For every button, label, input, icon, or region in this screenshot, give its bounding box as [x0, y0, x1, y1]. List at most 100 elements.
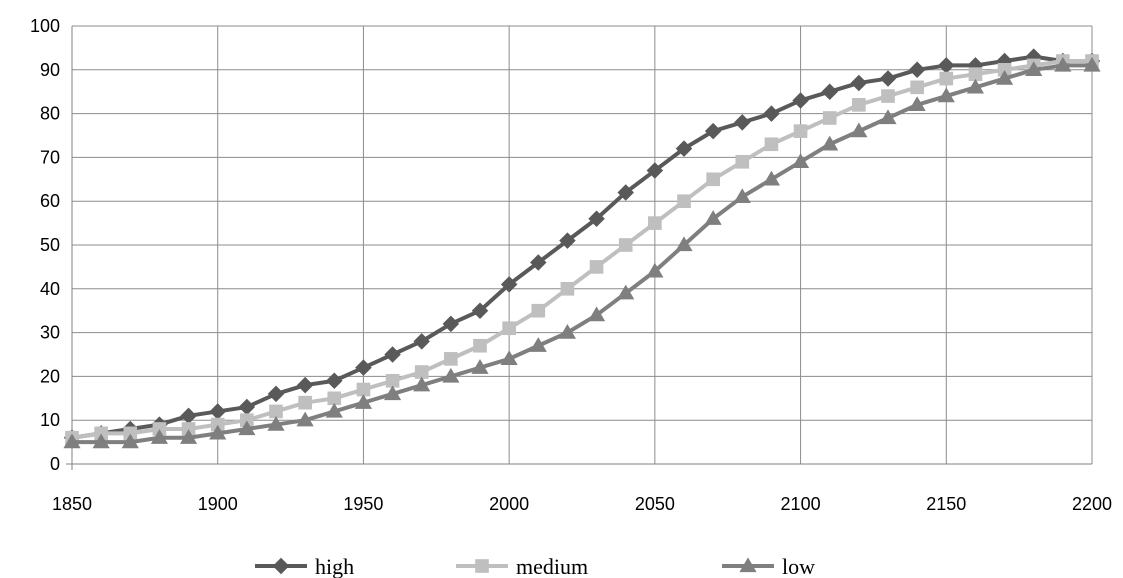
- x-axis-tick-labels: 1850 1900 1950 2000 2050 2100 2150 2200: [52, 494, 1112, 514]
- triangle-marker: [1083, 56, 1101, 72]
- y-axis-tick-labels: 0 10 20 30 40 50 60 70 80 90 100: [30, 16, 60, 474]
- square-marker: [240, 413, 254, 428]
- diamond-marker: [209, 403, 226, 420]
- square-marker: [298, 395, 312, 410]
- triangle-marker: [267, 416, 285, 431]
- diamond-marker: [267, 385, 285, 403]
- diamond-marker: [500, 276, 518, 293]
- triangle-marker: [500, 350, 518, 366]
- diamond-marker: [1025, 48, 1042, 65]
- triangle-marker: [296, 411, 314, 427]
- x-tick-label: 2200: [1072, 494, 1112, 514]
- x-tick-label: 1950: [343, 494, 383, 514]
- triangle-marker: [558, 324, 577, 339]
- triangle-marker: [617, 284, 635, 300]
- diamond-marker: [471, 302, 489, 319]
- triangle-marker: [908, 96, 926, 112]
- square-marker: [997, 62, 1012, 77]
- x-tick-label: 1850: [52, 494, 92, 514]
- diamond-marker: [821, 83, 838, 100]
- triangle-marker: [1054, 56, 1072, 72]
- square-marker: [735, 154, 750, 169]
- triangle-marker: [471, 359, 489, 374]
- diamond-marker: [272, 557, 290, 575]
- square-marker: [589, 260, 604, 274]
- y-tick-label: 20: [40, 366, 60, 386]
- square-marker: [473, 338, 487, 353]
- triangle-marker: [354, 394, 373, 409]
- series-line-medium: [71, 59, 1092, 440]
- square-marker: [968, 67, 983, 81]
- diamond-marker: [908, 61, 926, 79]
- legend-label: high: [315, 554, 354, 578]
- legend-label: low: [782, 554, 815, 578]
- square-marker: [706, 172, 720, 187]
- x-tick-label: 2000: [489, 494, 529, 514]
- triangle-marker: [646, 262, 664, 278]
- legend: high medium low: [255, 554, 815, 578]
- square-marker: [327, 391, 342, 406]
- legend-item-low: low: [722, 554, 815, 578]
- legend-label: medium: [516, 554, 588, 578]
- triangle-marker: [238, 420, 256, 436]
- diamond-marker: [326, 372, 343, 390]
- triangle-marker: [1025, 61, 1043, 76]
- triangle-marker: [150, 429, 169, 444]
- diamond-marker: [792, 92, 809, 109]
- triangle-marker: [739, 557, 757, 573]
- x-tick-label: 1900: [198, 494, 238, 514]
- triangle-marker: [937, 87, 955, 103]
- diamond-marker: [384, 346, 401, 363]
- x-tick-label: 2100: [781, 494, 821, 514]
- square-marker: [502, 321, 516, 336]
- square-marker: [269, 404, 283, 419]
- y-tick-label: 70: [40, 147, 60, 167]
- y-tick-label: 80: [40, 104, 60, 124]
- square-marker: [385, 373, 400, 388]
- square-marker: [618, 238, 633, 252]
- square-marker: [822, 111, 837, 125]
- triangle-marker: [529, 337, 547, 352]
- triangle-marker: [587, 306, 606, 322]
- diamond-marker: [617, 184, 634, 201]
- series-low: [63, 56, 1101, 449]
- legend-item-high: high: [255, 554, 354, 578]
- diamond-marker: [530, 254, 547, 271]
- square-marker: [764, 137, 779, 152]
- triangle-marker: [704, 210, 722, 225]
- y-tick-label: 10: [40, 410, 60, 430]
- diamond-marker: [355, 359, 372, 376]
- square-marker: [475, 559, 489, 573]
- diamond-marker: [646, 162, 664, 179]
- triangle-marker: [762, 170, 781, 186]
- square-marker: [94, 426, 108, 441]
- x-tick-label: 2150: [926, 494, 966, 514]
- triangle-marker: [442, 367, 460, 383]
- triangle-marker: [791, 153, 810, 168]
- diamond-marker: [704, 122, 722, 140]
- square-marker: [531, 303, 546, 318]
- triangle-marker: [966, 78, 985, 94]
- square-marker: [356, 382, 371, 397]
- x-tick-label: 2050: [635, 494, 675, 514]
- diamond-marker: [180, 407, 197, 425]
- square-marker: [560, 281, 575, 296]
- triangle-marker: [383, 385, 402, 401]
- square-marker: [677, 194, 691, 209]
- diamond-marker: [238, 398, 256, 416]
- diamond-marker: [442, 315, 460, 333]
- triangle-marker: [995, 69, 1014, 85]
- square-marker: [152, 422, 167, 436]
- square-marker: [123, 426, 138, 441]
- square-marker: [210, 417, 225, 432]
- legend-item-medium: medium: [456, 554, 588, 578]
- series-high: [63, 48, 1101, 446]
- gridlines: [66, 25, 1093, 470]
- triangle-marker: [92, 433, 110, 449]
- triangle-marker: [179, 429, 198, 444]
- diamond-marker: [850, 74, 868, 92]
- triangle-marker: [121, 433, 139, 449]
- diamond-marker: [413, 333, 430, 350]
- square-marker: [852, 98, 866, 112]
